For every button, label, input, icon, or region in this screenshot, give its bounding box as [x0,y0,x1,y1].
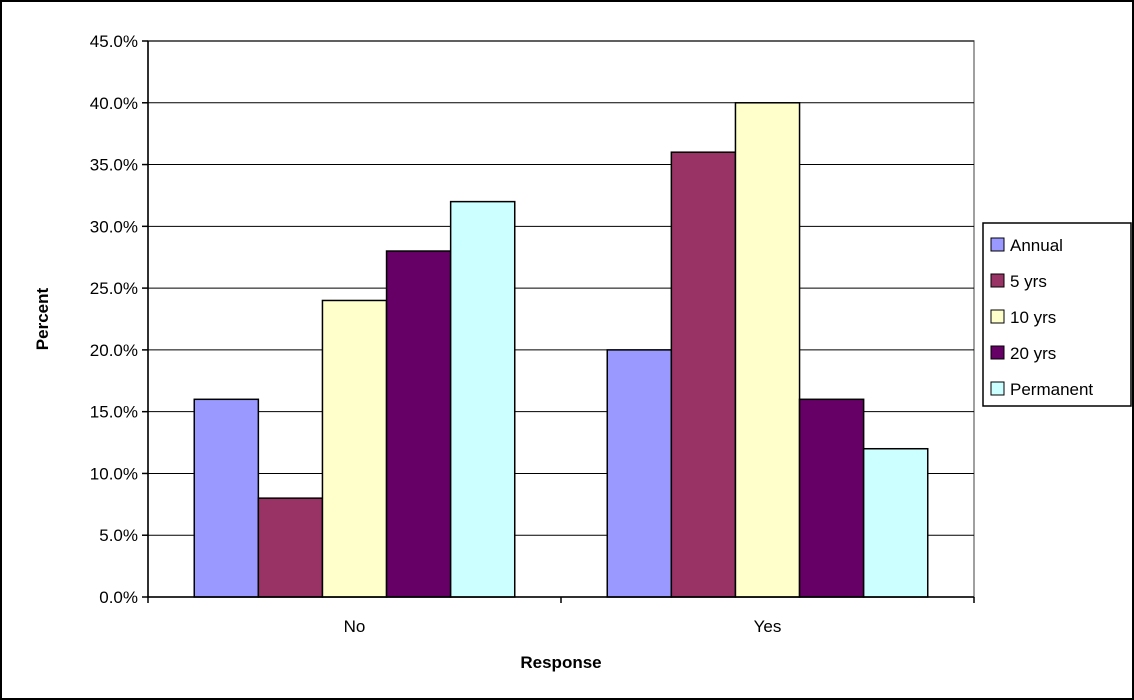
legend-box [982,222,1132,407]
bar-10-yrs-yes [734,102,801,598]
y-axis-ticks: 0.0% 5.0% 10.0% 15.0% 20.0% 25.0% 30.0% 35.0% 40… [90,32,148,607]
x-tick-label: No [344,617,366,636]
legend-swatch [990,345,1005,360]
legend-swatch [990,237,1005,252]
legend-label: 5 yrs [1010,272,1047,291]
y-tick-label: 40.0% [90,94,138,113]
gridlines [148,40,974,536]
bar-annual-yes [606,349,673,598]
bar-5-yrs-yes [670,151,737,598]
bar-5-yrs-no [257,497,324,598]
y-tick-label: 25.0% [90,279,138,298]
y-tick-label: 45.0% [90,32,138,51]
bars [193,102,929,598]
legend-label: 10 yrs [1010,308,1056,327]
y-tick-label: 5.0% [99,526,138,545]
y-tick-label: 15.0% [90,403,138,422]
bar-20-yrs-yes [798,398,865,598]
y-tick-label: 10.0% [90,464,138,483]
y-tick-label: 0.0% [99,588,138,607]
y-tick-label: 35.0% [90,156,138,175]
y-tick-label: 30.0% [90,217,138,236]
legend-swatch [990,309,1005,324]
bar-permanent-yes [862,447,929,598]
legend-label: 20 yrs [1010,344,1056,363]
bar-20-yrs-no [385,250,452,598]
x-axis-title: Response [520,653,601,672]
x-tick-label: Yes [754,617,782,636]
legend-label: Annual [1010,236,1063,255]
bar-annual-no [193,398,260,598]
legend-swatch [990,381,1005,396]
legend-label: Permanent [1010,380,1093,399]
bar-10-yrs-no [321,299,388,598]
y-tick-label: 20.0% [90,341,138,360]
legend-swatch [990,273,1005,288]
x-axis-ticks: No Yes [147,597,975,636]
legend: Annual 5 yrs 10 yrs 20 yrs Permanent [982,222,1132,407]
y-axis-title: Percent [33,287,52,350]
bar-permanent-no [449,200,516,598]
